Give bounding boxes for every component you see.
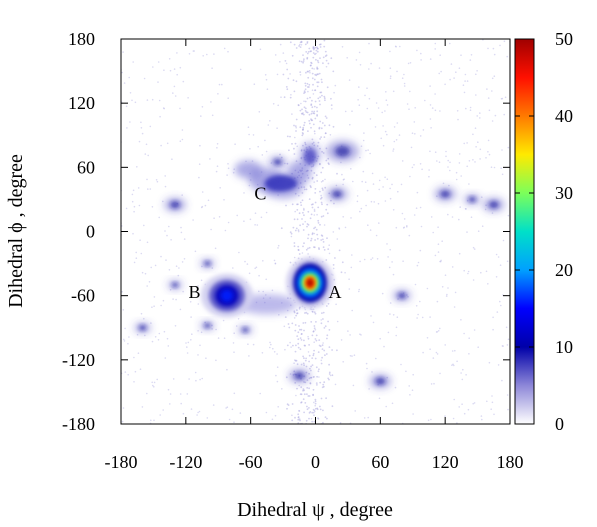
minor-clusters: [134, 140, 505, 389]
x-tick-label: 0: [311, 452, 320, 472]
y-tick-label: 120: [68, 93, 95, 113]
colorbar-tick-label: 40: [555, 106, 573, 126]
y-axis-label: Dihedral ϕ , degree: [5, 154, 27, 308]
colorbar-tick-label: 30: [555, 183, 573, 203]
y-tick-label: 60: [77, 157, 95, 177]
plot-background: [121, 39, 510, 424]
density-layer: [121, 39, 510, 424]
x-tick-label: 120: [432, 452, 459, 472]
colorbar-axis: 0 10 20 30 40 50: [515, 29, 573, 434]
colorbar-tick-label: 0: [555, 414, 564, 434]
colorbar: [514, 38, 535, 425]
x-axis: -180 -120 -60 0 60 120 180: [105, 39, 524, 472]
cluster-label-c: C: [254, 183, 266, 203]
colorbar-tick-label: 50: [555, 29, 573, 49]
y-tick-label: 0: [86, 222, 95, 242]
colorbar-tick-label: 10: [555, 337, 573, 357]
y-tick-label: -60: [71, 286, 95, 306]
x-tick-label: 180: [497, 452, 524, 472]
y-axis: -180 -120 -60 0 60 120 180: [62, 29, 510, 434]
y-tick-label: -180: [62, 414, 95, 434]
cluster-labels: A B C: [188, 183, 341, 301]
x-tick-label: 60: [371, 452, 389, 472]
cluster-label-b: B: [188, 282, 200, 302]
colorbar-tick-label: 20: [555, 260, 573, 280]
x-tick-label: -60: [239, 452, 263, 472]
x-axis-label: Dihedral ψ , degree: [237, 499, 393, 521]
x-tick-label: -120: [169, 452, 202, 472]
y-tick-label: 180: [68, 29, 95, 49]
major-clusters: [200, 142, 335, 318]
y-tick-label: -120: [62, 350, 95, 370]
cluster-label-a: A: [328, 282, 341, 302]
x-tick-label: -180: [105, 452, 138, 472]
